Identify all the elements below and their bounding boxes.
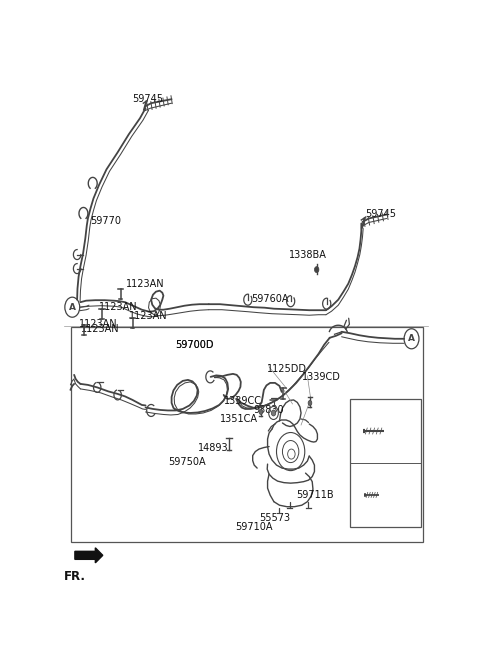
Bar (350, 399, 421, 527)
Text: 59700D: 59700D (175, 340, 214, 350)
Polygon shape (75, 547, 103, 563)
Text: A: A (69, 303, 76, 312)
Text: 1123AN: 1123AN (79, 319, 118, 329)
Text: 1338BA: 1338BA (289, 249, 327, 260)
Text: 59700D: 59700D (175, 340, 214, 350)
Circle shape (259, 409, 263, 415)
Text: 59745: 59745 (365, 210, 396, 219)
Text: 59710A: 59710A (235, 521, 272, 532)
Text: 1140FE: 1140FE (353, 448, 389, 458)
Text: 14893: 14893 (198, 443, 228, 453)
Text: 59711B: 59711B (296, 490, 334, 500)
Text: 1125DD: 1125DD (266, 364, 306, 374)
Text: 1123AN: 1123AN (81, 324, 119, 334)
Circle shape (271, 410, 276, 416)
Text: 1339CD: 1339CD (302, 372, 341, 382)
Text: 93830: 93830 (253, 405, 284, 415)
Text: 1123AN: 1123AN (126, 279, 165, 288)
Text: 59750A: 59750A (168, 456, 205, 467)
Text: 59745: 59745 (132, 94, 164, 104)
Text: 59770: 59770 (91, 216, 121, 226)
Circle shape (314, 267, 319, 273)
Text: 1140FD: 1140FD (353, 400, 391, 410)
Text: 1339CC: 1339CC (224, 396, 262, 406)
Bar (71, 327, 423, 542)
Text: A: A (408, 334, 415, 343)
Circle shape (308, 400, 312, 406)
Text: 59760A: 59760A (252, 294, 289, 303)
Text: 1123AN: 1123AN (129, 311, 168, 321)
Text: 55573: 55573 (259, 513, 290, 523)
Text: FR.: FR. (64, 570, 86, 583)
Text: 1351CA: 1351CA (220, 414, 258, 424)
Text: 1123AN: 1123AN (99, 302, 138, 312)
